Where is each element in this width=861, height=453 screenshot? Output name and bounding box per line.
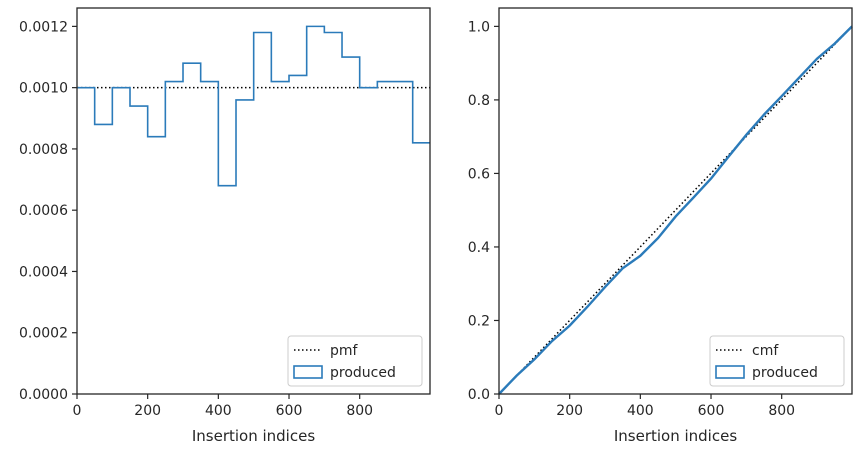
x-tick-label: 600 (276, 403, 303, 419)
y-tick-label: 0.4 (468, 240, 490, 256)
left-panel: 0 200 400 600 800 0.0000 0.0002 0.0004 0.0006 0.0… (19, 7, 431, 445)
y-tick-label: 0.0000 (19, 387, 68, 403)
legend-produced-label: produced (330, 365, 396, 381)
x-tick-label: 800 (346, 403, 373, 419)
y-tick-label: 0.6 (468, 166, 490, 182)
y-tick-label: 1.0 (468, 19, 490, 35)
legend-produced-swatch (293, 365, 323, 379)
x-tick-label: 400 (627, 403, 654, 419)
y-tick-label: 0.0002 (19, 326, 68, 342)
y-tick-label: 0.2 (468, 313, 490, 329)
y-tick-label: 0.0006 (19, 203, 68, 219)
x-tick-label: 200 (556, 403, 583, 419)
x-tick-label: 800 (768, 403, 795, 419)
y-tick-label: 0.0 (468, 387, 490, 403)
plot-frame (498, 7, 853, 395)
x-axis-label: Insertion indices (192, 427, 315, 445)
x-tick-label: 400 (205, 403, 232, 419)
legend: cmf produced (709, 335, 845, 387)
right-panel: 0 200 400 600 800 0.0 0.2 0.4 0.6 0.8 1.0 Insertion… (468, 7, 853, 445)
y-tick-label: 0.8 (468, 93, 490, 109)
legend: pmf produced (287, 335, 423, 387)
y-tick-label: 0.0010 (19, 81, 68, 97)
x-axis-label: Insertion indices (614, 427, 737, 445)
legend-produced-label: produced (752, 365, 818, 381)
series-cmf-line (498, 25, 853, 395)
x-tick-label: 0 (495, 403, 504, 419)
legend-produced-swatch (715, 365, 745, 379)
legend-cmf-label: cmf (752, 343, 779, 359)
y-tick-label: 0.0012 (19, 19, 68, 35)
series-produced-line (498, 25, 853, 395)
y-tick-label: 0.0004 (19, 264, 68, 280)
x-tick-label: 200 (134, 403, 161, 419)
series-produced-line (77, 25, 430, 187)
x-tick-label: 600 (698, 403, 725, 419)
y-tick-label: 0.0008 (19, 142, 68, 158)
plot-frame (76, 7, 431, 395)
legend-pmf-label: pmf (330, 343, 359, 359)
x-tick-label: 0 (73, 403, 82, 419)
